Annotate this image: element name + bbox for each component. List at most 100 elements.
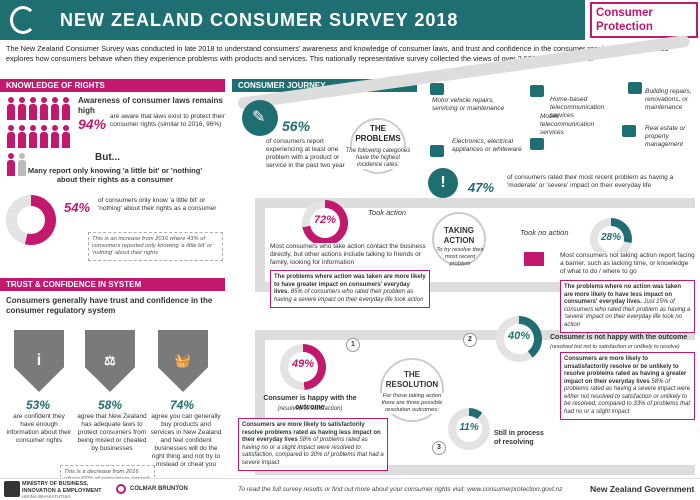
category-electronics: Electronics, electrical appliances or wh… — [452, 138, 522, 153]
building-icon — [622, 125, 636, 137]
intro-text: The New Zealand Consumer Survey was cond… — [6, 44, 669, 63]
taking-action-circle — [432, 212, 486, 266]
person-icon — [17, 152, 27, 177]
person-icon — [50, 124, 60, 149]
people-icons — [6, 97, 76, 180]
not-happy-label: Consumer is not happy with the outcome — [550, 334, 688, 341]
pct-56-text: of consumers report experiencing at leas… — [266, 138, 351, 170]
mobile-icon — [530, 138, 544, 150]
scales-icon: ⚖ — [104, 352, 116, 368]
problems-text: The following categories have the highes… — [345, 148, 411, 169]
category-mobile: Mobile telecommunication services — [540, 113, 595, 136]
category-real-estate: Real estate or property management — [645, 125, 686, 148]
footer — [0, 478, 700, 500]
resolution-title: THE RESOLUTION — [385, 370, 439, 389]
category-home-telecom: Home-based telecommunication services — [550, 96, 605, 119]
not-happy-sub: (resolved but not to satisfaction or unl… — [550, 344, 680, 350]
car-icon — [430, 83, 444, 95]
shield-icon-58: ⚖ — [85, 330, 135, 392]
pct-94: 94% — [78, 116, 107, 132]
pct-40: 40% — [507, 330, 531, 342]
pct-54: 54% — [64, 200, 91, 215]
fern-icon — [10, 6, 36, 34]
outcome-3-badge: 3 — [432, 441, 446, 455]
person-icon — [39, 97, 49, 121]
donut-54 — [6, 195, 56, 245]
outcome-2-badge: 2 — [463, 333, 477, 347]
pct-74-text: agree you can generally buy products and… — [150, 413, 222, 468]
outcome-1-badge: 1 — [346, 338, 360, 352]
page-title: NEW ZEALAND CONSUMER SURVEY 2018 — [60, 10, 459, 30]
colmar-brunton: COLMAR BRUNTON — [130, 486, 188, 492]
person-icon — [17, 124, 27, 149]
pct-11: 11% — [459, 422, 479, 433]
donut-40: 40% — [496, 316, 542, 362]
knowledge-note: This is an increase from 2016 where 43% … — [88, 232, 223, 261]
pct-58: 58% — [98, 398, 123, 412]
shield-icon-74: 🧺 — [158, 330, 208, 392]
donut-11: 11% — [448, 408, 490, 450]
mbie-maori: HĪKINA WHAKATUTUKI — [22, 494, 71, 499]
took-no-action-label: Took no action — [520, 228, 569, 238]
header-bar — [0, 0, 585, 40]
donut-49: 49% — [280, 344, 326, 390]
taking-action-title: TAKING ACTION — [443, 226, 475, 245]
pct-53-text: are confident they have enough informati… — [6, 413, 72, 444]
taking-action-text: To try resolve their most recent problem — [436, 247, 484, 267]
still-resolving-label: Still in process of resolving — [494, 430, 549, 448]
road-1 — [255, 198, 695, 208]
wrench-icon: ✎ — [242, 100, 278, 136]
happy-note: Consumers are more likely to satisfactor… — [238, 418, 388, 471]
shield-icon-53: i — [14, 330, 64, 392]
took-action-note: The problems where action was taken are … — [270, 270, 430, 308]
person-icon — [28, 124, 38, 149]
category-motor: Motor vehicle repairs, servicing or main… — [432, 97, 505, 112]
pct-28-text: Most consumers not taking action report … — [560, 252, 695, 276]
resolution-text: For those taking action there are three … — [378, 393, 446, 414]
problems-title: THE PROBLEMS — [355, 124, 401, 143]
pct-72: 72% — [313, 214, 337, 226]
basket-icon: 🧺 — [174, 352, 192, 368]
person-icon — [61, 124, 71, 149]
mbie-name: MINISTRY OF BUSINESS, INNOVATION & EMPLO… — [22, 481, 102, 494]
person-icon — [39, 124, 49, 149]
donut-72: 72% — [302, 200, 348, 246]
pct-72-text: Most consumers who take action contact t… — [270, 243, 430, 267]
person-icon — [6, 124, 16, 149]
trust-headline: Consumers generally have trust and confi… — [6, 296, 213, 315]
appliance-icon — [430, 145, 444, 157]
road-3 — [255, 282, 695, 292]
happy-sub: (resolved to satisfaction) — [277, 406, 343, 412]
pct-53: 53% — [26, 398, 51, 412]
tools-icon — [628, 82, 642, 94]
footer-text: To read the full survey results or find … — [238, 486, 563, 493]
person-icon — [6, 152, 16, 177]
crest-icon — [4, 481, 20, 497]
pct-94-text: are aware that laws exist to protect the… — [110, 113, 225, 128]
colmar-logo-icon — [116, 484, 126, 494]
consumer-protection-logo: Consumer Protection — [590, 2, 698, 38]
pct-54-text: of consumers only know 'a little bit' or… — [98, 197, 217, 212]
pct-74: 74% — [170, 398, 195, 412]
trust-section-title: TRUST & CONFIDENCE IN SYSTEM — [0, 278, 225, 291]
pct-49: 49% — [291, 358, 315, 370]
category-building: Building repairs, renovations, or mainte… — [645, 88, 692, 111]
no-action-note: The problems where no action was taken a… — [560, 280, 695, 333]
barrier-icon — [524, 252, 544, 266]
pct-28: 28% — [600, 232, 621, 243]
person-icon — [61, 97, 71, 121]
alert-icon: ! — [428, 168, 458, 198]
pct-56: 56% — [282, 118, 311, 134]
pct-47: 47% — [468, 180, 495, 195]
pct-58-text: agree that New Zealand has adequate laws… — [77, 413, 147, 452]
person-icon — [28, 97, 38, 121]
info-icon: i — [36, 352, 42, 369]
person-icon — [50, 97, 60, 121]
person-icon — [17, 97, 27, 121]
road-6 — [255, 340, 265, 475]
but-label: But... — [95, 152, 120, 163]
road-7 — [255, 465, 695, 475]
nz-govt: New Zealand Government — [590, 484, 695, 494]
road-2 — [255, 208, 265, 284]
house-icon — [530, 85, 544, 97]
